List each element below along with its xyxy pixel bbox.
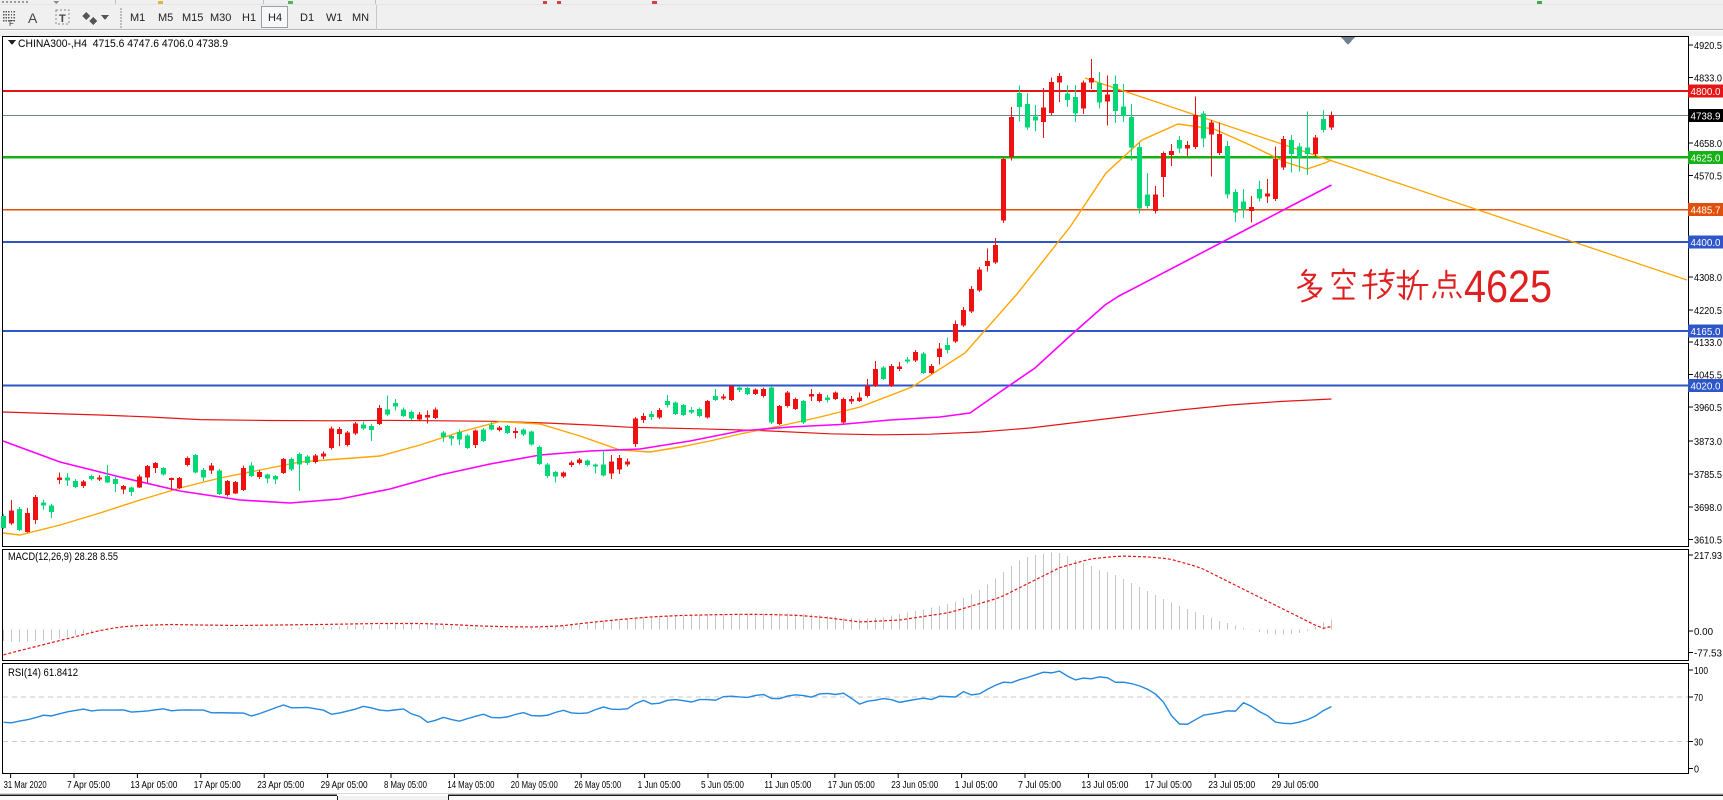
- svg-text:3698.0: 3698.0: [1694, 502, 1722, 514]
- svg-text:4625: 4625: [1464, 261, 1552, 312]
- svg-text:11 Jun 05:00: 11 Jun 05:00: [764, 779, 811, 791]
- svg-text:A: A: [28, 10, 38, 26]
- svg-text:14 May 05:00: 14 May 05:00: [447, 779, 494, 791]
- svg-text:23 Apr 05:00: 23 Apr 05:00: [257, 779, 304, 791]
- svg-text:3960.5: 3960.5: [1694, 402, 1722, 414]
- svg-text:23 Jul 05:00: 23 Jul 05:00: [1208, 779, 1255, 791]
- svg-text:4133.0: 4133.0: [1694, 337, 1722, 349]
- svg-text:W1: W1: [326, 12, 343, 24]
- svg-text:4020.0: 4020.0: [1691, 381, 1721, 393]
- svg-text:17 Jun 05:00: 17 Jun 05:00: [828, 779, 875, 791]
- svg-text:4570.5: 4570.5: [1694, 171, 1722, 183]
- svg-text:26 May 05:00: 26 May 05:00: [574, 779, 621, 791]
- svg-text:20 May 05:00: 20 May 05:00: [511, 779, 558, 791]
- svg-text:MN: MN: [352, 12, 369, 24]
- svg-text:1 Jun 05:00: 1 Jun 05:00: [638, 779, 681, 791]
- svg-text:CHINA300-,H4 4715.6 4747.6 47: CHINA300-,H4 4715.6 4747.6 4706.0 4738.9: [18, 38, 228, 50]
- svg-text:RSI(14) 61.8412: RSI(14) 61.8412: [8, 667, 78, 679]
- svg-text:M1: M1: [130, 12, 145, 24]
- svg-text:MACD(12,26,9) 28.28 8.55: MACD(12,26,9) 28.28 8.55: [8, 551, 118, 563]
- svg-text:70: 70: [1694, 692, 1703, 704]
- svg-text:8 May 05:00: 8 May 05:00: [384, 779, 427, 791]
- svg-text:17 Jul 05:00: 17 Jul 05:00: [1145, 779, 1192, 791]
- svg-text:4920.5: 4920.5: [1694, 40, 1722, 52]
- svg-text:1 Jul 05:00: 1 Jul 05:00: [955, 779, 998, 791]
- svg-text:M30: M30: [210, 12, 231, 24]
- svg-text:29 Apr 05:00: 29 Apr 05:00: [321, 779, 368, 791]
- svg-text:4625.0: 4625.0: [1691, 153, 1721, 165]
- svg-text:0: 0: [1694, 764, 1699, 776]
- svg-text:31 Mar 2020: 31 Mar 2020: [4, 779, 47, 791]
- svg-text:3610.5: 3610.5: [1694, 535, 1722, 547]
- svg-text:4165.0: 4165.0: [1691, 326, 1721, 338]
- svg-text:4833.0: 4833.0: [1694, 73, 1722, 85]
- svg-text:29 Jul 05:00: 29 Jul 05:00: [1272, 779, 1319, 791]
- svg-text:4400.0: 4400.0: [1691, 237, 1721, 249]
- svg-text:3785.5: 3785.5: [1694, 469, 1722, 481]
- svg-text:4308.0: 4308.0: [1694, 272, 1722, 284]
- svg-text:4220.5: 4220.5: [1694, 305, 1722, 317]
- svg-text:D1: D1: [300, 12, 314, 24]
- svg-text:13 Apr 05:00: 13 Apr 05:00: [130, 779, 177, 791]
- svg-text:4658.0: 4658.0: [1694, 138, 1722, 150]
- svg-text:T: T: [59, 13, 66, 25]
- svg-text:4045.5: 4045.5: [1694, 370, 1722, 382]
- svg-text:4485.7: 4485.7: [1691, 205, 1721, 217]
- svg-text:100: 100: [1694, 665, 1708, 677]
- svg-text:0.00: 0.00: [1694, 626, 1713, 638]
- svg-text:30: 30: [1694, 737, 1703, 749]
- svg-text:7 Apr 05:00: 7 Apr 05:00: [67, 779, 110, 791]
- svg-text:M15: M15: [182, 12, 203, 24]
- svg-text:7 Jul 05:00: 7 Jul 05:00: [1018, 779, 1061, 791]
- svg-text:-77.53: -77.53: [1694, 648, 1722, 660]
- svg-text:4800.0: 4800.0: [1691, 86, 1721, 98]
- svg-text:13 Jul 05:00: 13 Jul 05:00: [1081, 779, 1128, 791]
- svg-text:217.93: 217.93: [1694, 550, 1722, 562]
- svg-text:H1: H1: [242, 12, 256, 24]
- svg-text:5 Jun 05:00: 5 Jun 05:00: [701, 779, 744, 791]
- svg-text:M5: M5: [158, 12, 173, 24]
- svg-text:4738.9: 4738.9: [1691, 111, 1721, 123]
- svg-text:F: F: [9, 19, 14, 28]
- svg-text:H4: H4: [268, 12, 282, 24]
- svg-text:3873.0: 3873.0: [1694, 436, 1722, 448]
- svg-text:23 Jun 05:00: 23 Jun 05:00: [891, 779, 938, 791]
- svg-text:17 Apr 05:00: 17 Apr 05:00: [194, 779, 241, 791]
